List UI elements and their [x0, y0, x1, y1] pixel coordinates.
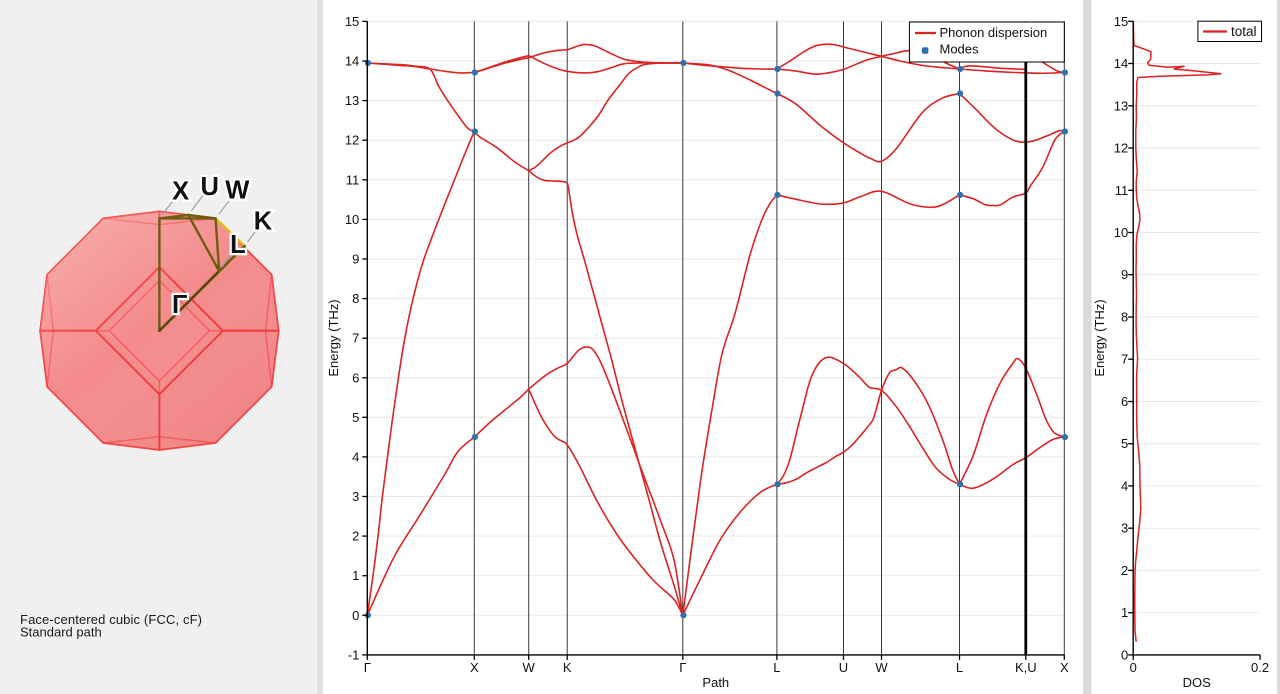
svg-text:-1: -1 [348, 647, 360, 662]
svg-text:5: 5 [1121, 436, 1128, 451]
svg-text:Γ: Γ [679, 660, 686, 675]
svg-text:3: 3 [352, 489, 359, 504]
svg-text:Γ: Γ [172, 291, 187, 319]
svg-text:13: 13 [345, 93, 359, 108]
svg-text:0: 0 [352, 608, 359, 623]
svg-text:12: 12 [345, 133, 359, 148]
svg-text:8: 8 [1121, 310, 1128, 325]
svg-text:W: W [225, 177, 250, 205]
svg-text:15: 15 [1114, 14, 1128, 29]
svg-text:Γ: Γ [364, 660, 371, 675]
svg-text:3: 3 [1121, 521, 1128, 536]
svg-text:4: 4 [352, 449, 359, 464]
svg-text:U: U [200, 173, 218, 201]
svg-text:10: 10 [345, 212, 359, 227]
svg-text:7: 7 [1121, 352, 1128, 367]
svg-text:DOS: DOS [1183, 675, 1212, 690]
svg-text:K: K [563, 660, 572, 675]
svg-text:L: L [956, 660, 963, 675]
svg-text:10: 10 [1114, 225, 1128, 240]
svg-text:Phonon dispersion: Phonon dispersion [940, 25, 1048, 40]
svg-text:Standard path: Standard path [20, 625, 102, 640]
svg-text:Face-centered cubic (FCC, cF): Face-centered cubic (FCC, cF) [20, 612, 202, 627]
svg-text:13: 13 [1114, 98, 1128, 113]
svg-text:6: 6 [1121, 394, 1128, 409]
svg-text:8: 8 [352, 291, 359, 306]
svg-text:total: total [1231, 24, 1257, 39]
svg-text:15: 15 [345, 14, 359, 29]
svg-text:L: L [230, 231, 246, 259]
svg-text:K: K [254, 208, 273, 236]
svg-text:U: U [839, 660, 848, 675]
svg-text:Energy (THz): Energy (THz) [1092, 299, 1107, 376]
svg-text:6: 6 [352, 370, 359, 385]
svg-text:11: 11 [1115, 183, 1129, 198]
svg-text:12: 12 [1114, 141, 1128, 156]
svg-text:14: 14 [345, 54, 359, 69]
svg-text:1: 1 [352, 568, 359, 583]
svg-text:X: X [172, 177, 189, 205]
svg-text:4: 4 [1121, 478, 1128, 493]
svg-text:L: L [773, 660, 780, 675]
svg-text:W: W [523, 660, 536, 675]
svg-text:11: 11 [346, 172, 360, 187]
svg-text:9: 9 [1121, 267, 1128, 282]
svg-text:W: W [875, 660, 888, 675]
svg-text:X: X [470, 660, 479, 675]
svg-text:X: X [1060, 660, 1069, 675]
svg-text:7: 7 [352, 331, 359, 346]
svg-text:0: 0 [1130, 660, 1137, 675]
svg-text:Path: Path [702, 675, 729, 690]
svg-text:Energy (THz): Energy (THz) [326, 299, 341, 376]
svg-text:2: 2 [352, 529, 359, 544]
svg-text:1: 1 [1121, 605, 1128, 620]
svg-text:2: 2 [1121, 563, 1128, 578]
svg-text:0.2: 0.2 [1251, 660, 1269, 675]
svg-text:0: 0 [1121, 647, 1128, 662]
svg-text:14: 14 [1114, 56, 1128, 71]
svg-text:9: 9 [352, 252, 359, 267]
svg-text:Modes: Modes [940, 42, 980, 57]
svg-text:5: 5 [352, 410, 359, 425]
svg-text:K,U: K,U [1015, 660, 1037, 675]
